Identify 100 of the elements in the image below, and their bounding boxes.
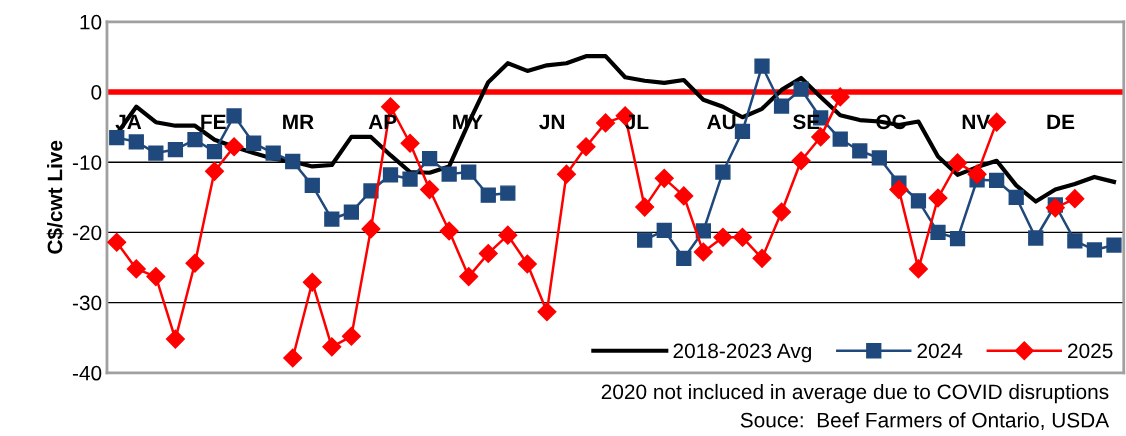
point (674, 186, 694, 206)
point (165, 329, 185, 349)
y-tick-label: -10 (72, 155, 102, 170)
point (459, 267, 479, 287)
y-tick-label: 0 (91, 85, 102, 100)
point (948, 153, 968, 173)
point (109, 129, 125, 146)
legend-label: 2025 (1068, 343, 1113, 359)
annotation: JN (539, 114, 565, 130)
point (695, 223, 711, 239)
annotation: MR (283, 114, 314, 129)
point (871, 150, 887, 166)
point (402, 171, 418, 187)
point (517, 254, 537, 274)
point (226, 108, 242, 124)
point (285, 153, 301, 170)
y-tick-label: -40 (72, 365, 102, 381)
point (832, 131, 848, 147)
point (989, 172, 1005, 189)
point (830, 87, 850, 107)
point (400, 133, 420, 153)
point (949, 231, 966, 247)
point (1065, 189, 1085, 209)
point (204, 161, 225, 181)
point (478, 243, 498, 263)
point (734, 123, 751, 139)
point (439, 221, 459, 241)
annotation: DE (1047, 114, 1075, 129)
point (421, 151, 438, 167)
y-axis-title: C$/cwt Live (46, 140, 64, 254)
point (754, 58, 770, 74)
point (967, 164, 987, 184)
point (185, 253, 205, 273)
annotation: NV (962, 114, 991, 129)
point (772, 202, 792, 222)
point (1045, 198, 1065, 218)
point (1008, 189, 1024, 205)
legend-label: 2018-2023 Avg (673, 343, 811, 363)
point (1106, 237, 1122, 253)
point (341, 326, 361, 346)
point (715, 164, 731, 180)
point (322, 337, 342, 357)
point (498, 225, 518, 245)
point (302, 272, 322, 292)
point (224, 137, 244, 157)
y-tick-label: -20 (72, 225, 102, 241)
point (343, 204, 360, 220)
point (245, 135, 262, 151)
point (889, 180, 909, 200)
point (791, 151, 811, 171)
point (1028, 230, 1044, 246)
annotation: SE (793, 114, 820, 130)
point (693, 242, 713, 262)
point (167, 141, 184, 158)
point (148, 145, 164, 161)
point (382, 167, 399, 183)
point (420, 180, 440, 200)
point (556, 164, 577, 184)
point (752, 248, 772, 268)
point (500, 185, 516, 201)
point (480, 187, 496, 203)
legend-label: 2024 (917, 343, 963, 359)
point (852, 143, 868, 159)
point (324, 211, 340, 227)
point (908, 259, 928, 279)
point (1086, 242, 1103, 258)
y-tick-label: -30 (72, 295, 102, 311)
point (635, 197, 655, 217)
point (128, 134, 144, 150)
point (441, 166, 457, 182)
point (265, 145, 281, 161)
point (576, 137, 596, 157)
point (637, 232, 653, 248)
point (676, 250, 692, 267)
point (187, 132, 203, 148)
point (930, 224, 946, 241)
point (461, 164, 477, 180)
point (732, 227, 752, 247)
point (283, 348, 303, 368)
point (361, 219, 381, 239)
point (773, 98, 790, 114)
annotation: FE (201, 114, 226, 129)
point (107, 232, 127, 252)
text: 2020 not incluced in average due to COVID disruptions (601, 383, 1109, 404)
point (713, 227, 733, 247)
point (596, 113, 616, 133)
y-tick-label: 10 (80, 14, 102, 30)
text: Souce: Beef Farmers of Ontario, USDA (740, 412, 1110, 430)
point (304, 177, 320, 193)
point (537, 302, 557, 322)
point (1067, 233, 1083, 249)
point (910, 193, 927, 209)
point (793, 81, 809, 97)
point (656, 222, 672, 238)
annotation: AU (707, 114, 736, 130)
point (206, 144, 223, 160)
point (928, 188, 948, 208)
point (126, 259, 146, 279)
point (146, 267, 166, 287)
point (654, 168, 674, 188)
